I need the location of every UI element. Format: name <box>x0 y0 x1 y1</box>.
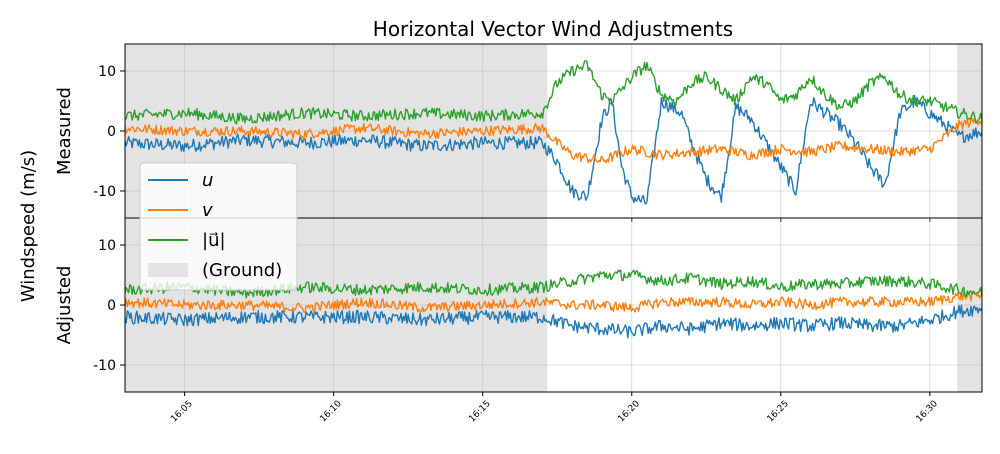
x-tick-label: 16:30 <box>915 399 941 425</box>
axes-frame <box>124 217 983 393</box>
shared-y-axis-label: Windspeed (m/s) <box>18 150 39 302</box>
y-tick-label: -10 <box>93 358 116 374</box>
x-tick-label: 16:20 <box>616 399 642 425</box>
y-tick-label: 0 <box>107 298 116 314</box>
y-tick-label: 10 <box>98 64 116 80</box>
legend-box <box>139 162 298 291</box>
series-line-measured-magnitude <box>125 60 982 125</box>
legend-patch-ground <box>148 263 188 277</box>
series-line-measured-u <box>125 94 982 205</box>
x-tick-label: 16:25 <box>766 399 791 424</box>
legend-label: v <box>202 200 213 221</box>
legend-label: |u⃗| <box>202 230 226 251</box>
series-line-measured-v <box>125 116 982 164</box>
panel-y-label: Measured <box>54 87 75 175</box>
series-line-adjusted-u <box>125 304 982 339</box>
x-tick-label: 16:05 <box>169 399 194 424</box>
x-tick-label: 16:15 <box>467 399 492 424</box>
legend-label: u <box>202 170 213 191</box>
panel-y-label: Adjusted <box>54 266 75 345</box>
y-tick-label: 0 <box>107 124 116 140</box>
series-line-adjusted-v <box>125 290 982 313</box>
y-tick-label: 10 <box>98 238 116 254</box>
legend: uv |u⃗| (Ground) <box>139 162 298 291</box>
x-tick-label: 16:10 <box>318 399 344 425</box>
legend-label: (Ground) <box>202 260 282 281</box>
chart-title: Horizontal Vector Wind Adjustments <box>373 17 733 41</box>
series-line-adjusted-magnitude <box>125 269 982 299</box>
y-tick-label: -10 <box>93 184 116 200</box>
